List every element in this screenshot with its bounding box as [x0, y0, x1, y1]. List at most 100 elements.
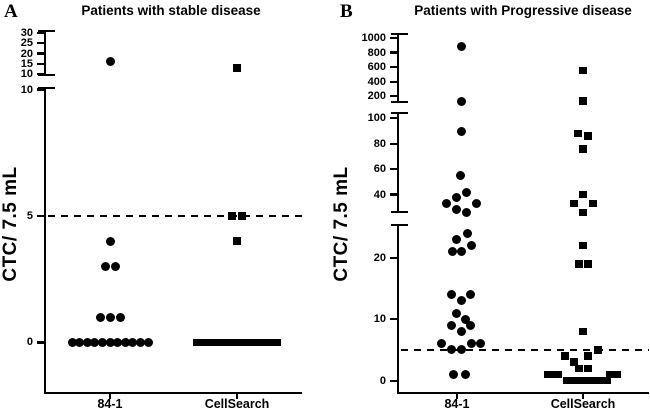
data-point-square — [561, 352, 569, 360]
y-tick — [389, 256, 399, 259]
data-point-square — [576, 376, 584, 385]
data-point-circle — [460, 314, 470, 324]
data-point-circle — [456, 42, 466, 52]
data-point-circle — [115, 312, 125, 322]
panel-a-title: Patients with stable disease — [81, 3, 261, 18]
data-point-square — [273, 338, 282, 347]
data-point-circle — [456, 345, 466, 355]
data-point-square — [233, 64, 241, 72]
data-point-circle — [100, 262, 110, 272]
y-tick-label: 800 — [367, 46, 386, 59]
y-tick-label: 1000 — [361, 32, 386, 45]
x-axis-label: CellSearch — [550, 397, 616, 411]
data-point-circle — [135, 337, 145, 347]
data-point-square — [244, 338, 253, 347]
data-point-square — [584, 260, 592, 268]
y-tick — [36, 72, 46, 76]
data-point-circle — [451, 308, 461, 318]
y-tick — [389, 318, 399, 321]
y-tick — [389, 168, 399, 171]
segment-cap — [38, 73, 55, 76]
data-point-square — [563, 376, 571, 385]
data-point-square — [233, 237, 241, 245]
data-point-square — [227, 338, 235, 347]
data-point-circle — [456, 126, 466, 136]
y-tick — [36, 52, 46, 55]
data-point-circle — [105, 57, 115, 67]
x-tick — [581, 394, 585, 400]
segment-cap — [391, 33, 408, 36]
data-point-circle — [455, 171, 465, 181]
y-tick — [389, 95, 399, 98]
data-point-circle — [465, 320, 475, 330]
data-point-square — [228, 212, 236, 220]
y-tick-label: 5 — [26, 209, 33, 222]
y-tick — [389, 80, 399, 83]
y-tick — [36, 341, 46, 344]
y-tick-label: 20 — [20, 47, 33, 60]
y-tick — [389, 379, 399, 382]
data-point-circle — [97, 337, 107, 347]
y-tick-label: 30 — [20, 27, 33, 40]
y-tick-label: 15 — [20, 57, 33, 70]
data-point-square — [579, 208, 587, 217]
data-point-circle — [460, 370, 470, 380]
data-point-square — [544, 370, 552, 379]
data-point-circle — [90, 337, 100, 347]
panel-b-title: Patients with Progressive disease — [414, 3, 632, 18]
data-point-circle — [451, 234, 461, 244]
data-point-circle — [446, 320, 456, 330]
data-point-square — [613, 370, 621, 379]
data-point-square — [589, 376, 597, 385]
y-tick-label: 0 — [379, 374, 386, 387]
y-tick — [36, 214, 46, 218]
panel-a-letter: A — [4, 1, 18, 22]
y-tick — [36, 62, 46, 65]
y-tick — [389, 65, 399, 69]
data-point-square — [582, 376, 590, 385]
data-point-square — [233, 338, 241, 347]
data-point-circle — [436, 339, 446, 349]
data-point-circle — [451, 192, 461, 202]
data-point-circle — [120, 337, 130, 347]
data-point-circle — [465, 290, 475, 300]
segment-cap — [38, 87, 55, 90]
x-tick — [235, 394, 239, 400]
axis-baseline — [396, 391, 649, 395]
data-point-circle — [456, 296, 466, 306]
data-point-circle — [105, 337, 115, 347]
threshold-dashed-line — [401, 348, 649, 352]
data-point-square — [549, 370, 557, 379]
y-tick-label: 25 — [20, 37, 33, 50]
data-point-circle — [446, 290, 456, 300]
x-tick — [108, 394, 112, 400]
data-point-circle — [462, 228, 472, 238]
x-axis-label: 84-1 — [444, 397, 470, 411]
data-point-circle — [461, 187, 471, 197]
data-point-square — [210, 338, 218, 347]
data-point-square — [594, 346, 602, 354]
segment-cap — [38, 30, 55, 33]
data-point-square — [589, 199, 597, 208]
segment-cap — [391, 100, 408, 103]
data-point-circle — [446, 345, 456, 355]
y-tick-label: 200 — [367, 90, 386, 103]
data-point-square — [579, 241, 587, 250]
data-point-square — [579, 97, 587, 105]
y-tick-label: 10 — [20, 67, 33, 80]
data-point-square — [575, 260, 583, 268]
data-point-square — [579, 66, 587, 75]
data-point-circle — [448, 370, 458, 380]
data-point-circle — [456, 247, 466, 257]
y-axis-segment — [396, 224, 399, 393]
data-point-square — [596, 376, 604, 385]
data-point-square — [569, 376, 577, 385]
data-point-square — [256, 338, 264, 347]
y-tick-label: 60 — [373, 163, 386, 176]
y-tick — [389, 36, 399, 40]
y-tick-label: 80 — [373, 137, 386, 150]
y-tick-label: 40 — [373, 188, 386, 201]
data-point-circle — [105, 236, 115, 246]
